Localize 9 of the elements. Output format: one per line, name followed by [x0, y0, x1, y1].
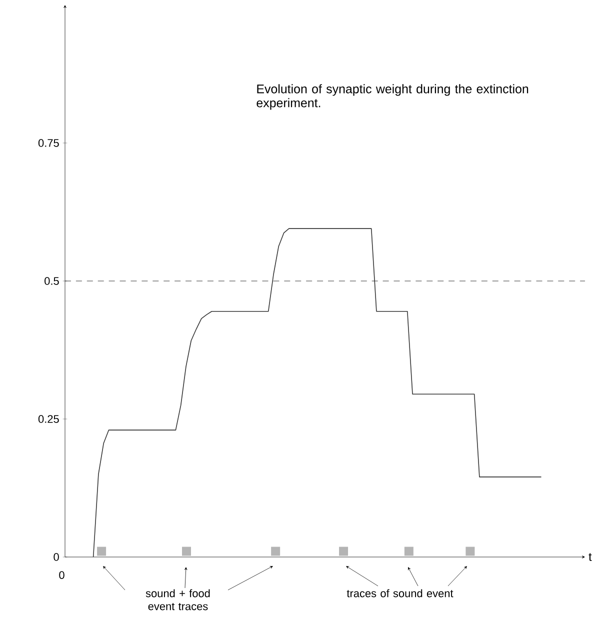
text: sound + food event traces	[146, 589, 210, 610]
x-axis-title: t	[588, 553, 592, 561]
text: 0	[59, 571, 64, 579]
y-tick-label: 0.75	[38, 139, 59, 147]
y-tick-label: 0.25	[38, 415, 59, 423]
y-tick-label: 0	[54, 553, 59, 561]
y-tick-label: 0.5	[44, 277, 59, 285]
text: traces of sound event	[346, 589, 454, 598]
annotation: Evolution of synaptic weight during the extinction experiment.	[256, 84, 528, 110]
